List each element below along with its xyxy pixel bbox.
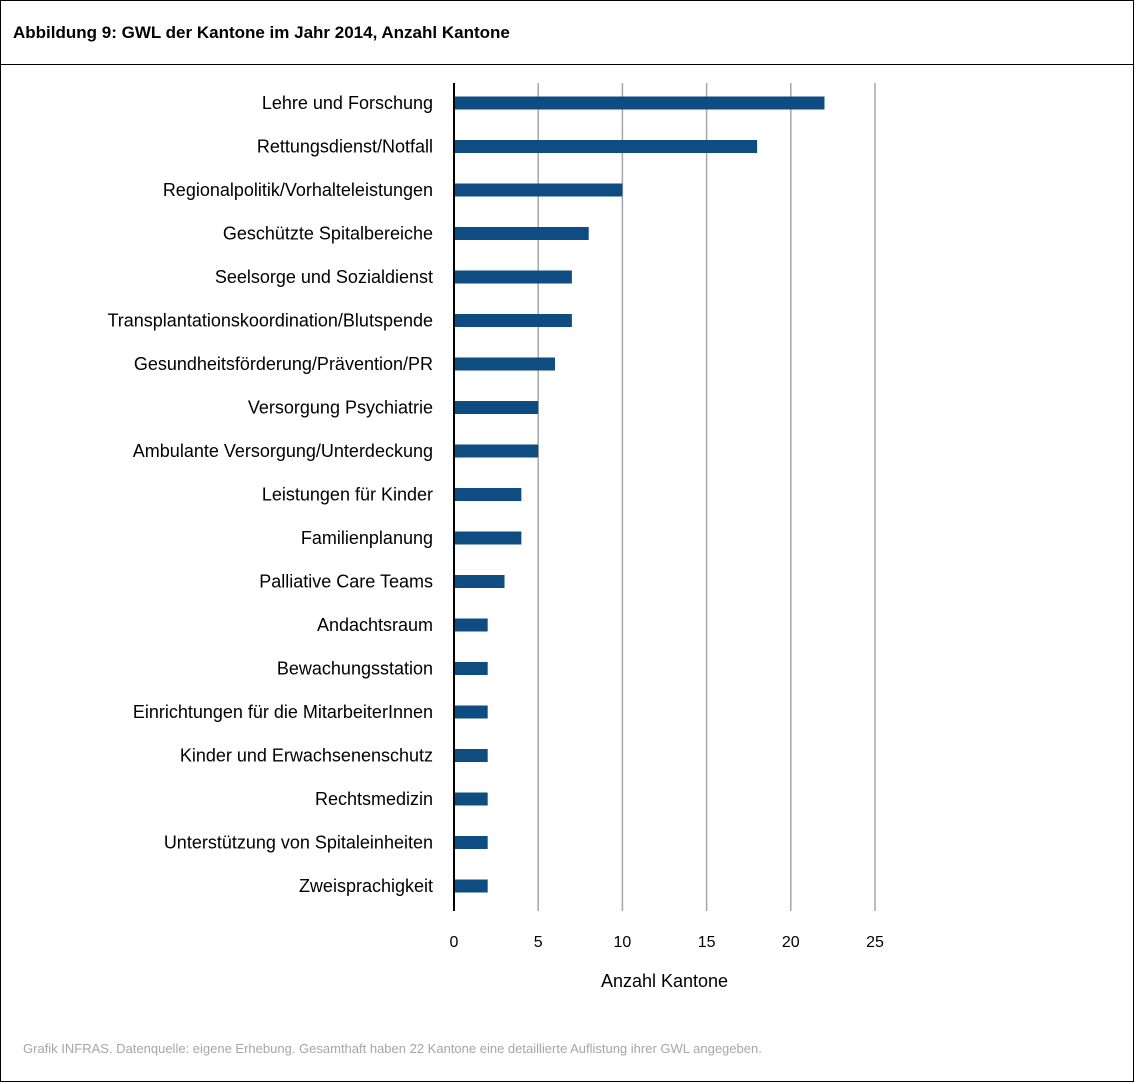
category-label: Einrichtungen für die MitarbeiterInnen bbox=[133, 702, 433, 722]
bar bbox=[454, 575, 505, 588]
x-tick-label: 5 bbox=[534, 934, 543, 951]
bar-chart: Lehre und Forschung Rettungsdienst/Notfal… bbox=[107, 83, 884, 991]
bar bbox=[454, 488, 522, 501]
bar bbox=[454, 357, 556, 371]
category-label: Familienplanung bbox=[301, 528, 433, 548]
category-label: Regionalpolitik/Vorhalteleistungen bbox=[163, 180, 433, 200]
bar bbox=[454, 792, 488, 806]
category-label: Ambulante Versorgung/Unterdeckung bbox=[133, 441, 433, 461]
bar bbox=[454, 836, 488, 849]
category-label: Rechtsmedizin bbox=[315, 789, 433, 809]
bar bbox=[454, 662, 488, 675]
x-tick-label: 15 bbox=[698, 934, 716, 951]
bar bbox=[454, 444, 539, 458]
bar bbox=[454, 227, 589, 240]
category-label: Versorgung Psychiatrie bbox=[248, 398, 433, 418]
category-label: Transplantationskoordination/Blutspende bbox=[107, 311, 433, 331]
x-tick-label: 0 bbox=[450, 934, 459, 951]
figure-title: Abbildung 9: GWL der Kantone im Jahr 201… bbox=[13, 23, 510, 42]
category-label: Lehre und Forschung bbox=[262, 93, 433, 113]
bar bbox=[454, 879, 488, 893]
gridlines bbox=[537, 83, 876, 911]
bar bbox=[454, 531, 522, 545]
bar bbox=[454, 183, 623, 197]
bar bbox=[454, 618, 488, 632]
category-label: Bewachungsstation bbox=[277, 659, 433, 679]
bar bbox=[454, 314, 572, 327]
x-axis-title: Anzahl Kantone bbox=[601, 971, 728, 991]
bar bbox=[454, 140, 758, 153]
bar bbox=[454, 401, 539, 414]
bars bbox=[454, 96, 825, 893]
bar bbox=[454, 96, 825, 110]
x-tick-label: 20 bbox=[782, 934, 800, 951]
figure-header: Abbildung 9: GWL der Kantone im Jahr 201… bbox=[1, 1, 1133, 65]
bar bbox=[454, 749, 488, 762]
category-label: Palliative Care Teams bbox=[259, 572, 433, 592]
category-label: Andachtsraum bbox=[317, 615, 433, 635]
category-label: Leistungen für Kinder bbox=[262, 485, 433, 505]
bar bbox=[454, 705, 488, 719]
category-label: Unterstützung von Spitaleinheiten bbox=[164, 833, 433, 853]
source-note: Grafik INFRAS. Datenquelle: eigene Erheb… bbox=[23, 1041, 762, 1056]
category-label: Seelsorge und Sozialdienst bbox=[215, 267, 433, 287]
x-tick-label: 25 bbox=[866, 934, 884, 951]
bar bbox=[454, 270, 572, 284]
category-label: Gesundheitsförderung/Prävention/PR bbox=[134, 354, 433, 374]
category-labels: Lehre und Forschung Rettungsdienst/Notfal… bbox=[107, 93, 433, 896]
category-label: Zweisprachigkeit bbox=[299, 876, 433, 896]
category-label: Geschützte Spitalbereiche bbox=[223, 224, 433, 244]
x-tick-label: 10 bbox=[614, 934, 632, 951]
category-label: Kinder und Erwachsenenschutz bbox=[180, 746, 433, 766]
x-tick-labels: 0 5 10 15 20 25 bbox=[450, 934, 884, 951]
category-label: Rettungsdienst/Notfall bbox=[257, 137, 433, 157]
